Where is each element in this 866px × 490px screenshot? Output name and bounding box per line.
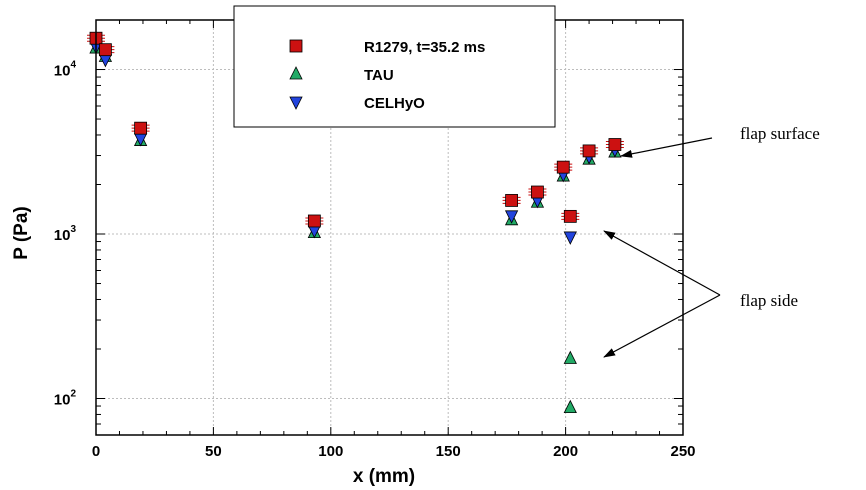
r1279-point	[98, 43, 112, 57]
tau-point	[563, 350, 577, 364]
tick-labels: 0 50 100 150 200 250 102 103 104	[54, 60, 696, 460]
x-tick-label: 200	[553, 443, 578, 460]
legend-marker	[289, 66, 303, 80]
r1279-point	[582, 144, 596, 158]
legend-box	[233, 5, 556, 128]
r1279-point	[563, 209, 577, 223]
data-points	[89, 31, 622, 414]
annotations: flap surface flap side	[603, 124, 820, 358]
arrow-flap-surface	[620, 137, 713, 158]
legend-label: CELHyO	[364, 95, 425, 112]
x-tick-label: 100	[318, 443, 343, 460]
annotation-flap-side: flap side	[740, 291, 798, 310]
legend-marker	[289, 96, 303, 110]
r1279-point	[556, 160, 570, 174]
y-tick-label: 102	[54, 389, 77, 409]
tau-point	[563, 399, 577, 414]
legend: R1279, t=35.2 ms TAU CELHyO	[233, 5, 556, 128]
r1279-point	[608, 138, 622, 151]
r1279-point	[134, 121, 148, 135]
r1279-point	[531, 185, 544, 199]
x-axis-label: x (mm)	[353, 466, 415, 487]
x-tick-label: 0	[92, 443, 100, 460]
celhyo-point	[504, 210, 519, 224]
y-tick-label: 103	[54, 224, 77, 244]
y-axis-label: P (Pa)	[11, 206, 32, 260]
legend-marker	[289, 39, 303, 53]
y-tick-label: 104	[54, 60, 77, 80]
x-tick-label: 250	[670, 443, 695, 460]
arrow-flap-side-lower	[603, 294, 721, 358]
r1279-point	[307, 214, 321, 228]
x-tick-label: 150	[436, 443, 461, 460]
x-tick-label: 50	[205, 443, 222, 460]
annotation-flap-surface: flap surface	[740, 124, 820, 143]
legend-label: R1279, t=35.2 ms	[364, 39, 485, 56]
arrow-flap-side-upper	[603, 230, 721, 296]
celhyo-point	[563, 231, 577, 245]
legend-label: TAU	[364, 67, 394, 84]
r1279-point	[505, 194, 518, 207]
